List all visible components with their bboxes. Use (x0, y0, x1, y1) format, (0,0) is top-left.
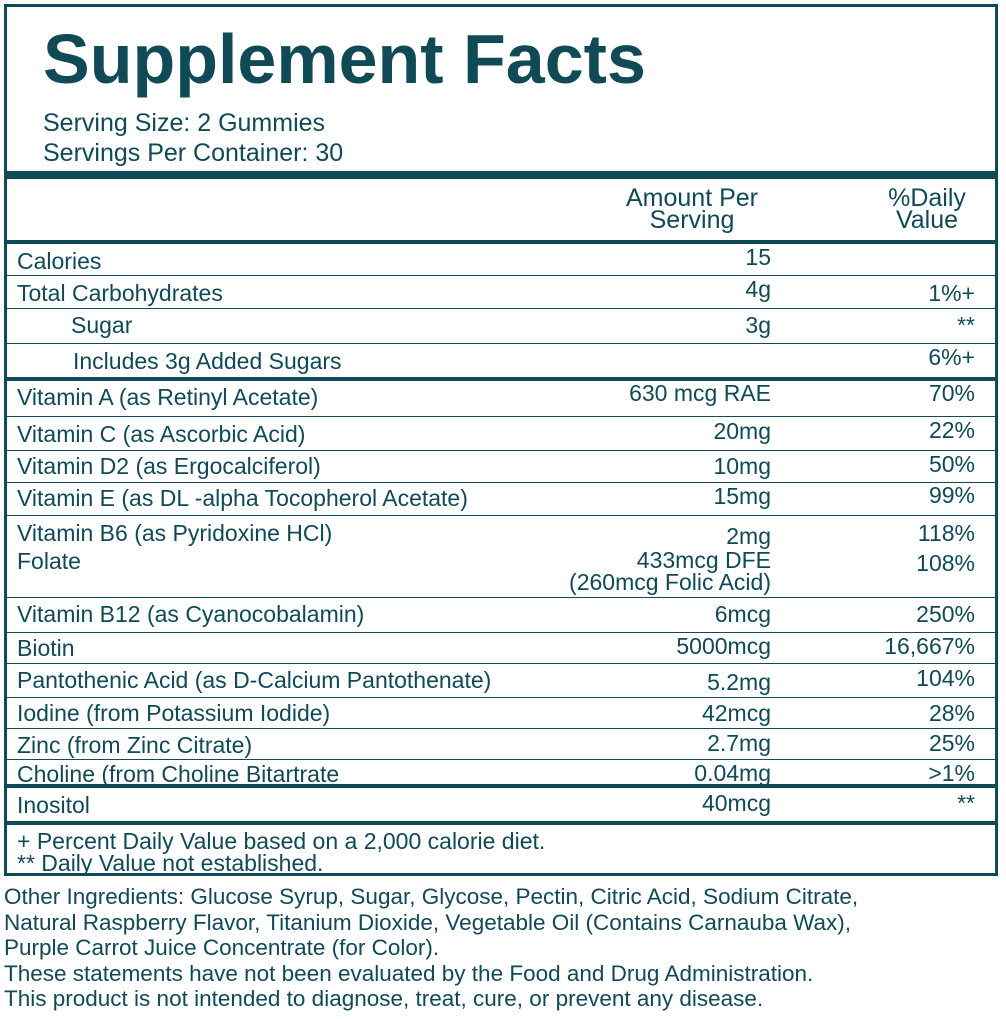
fda-disclaimer-2: This product is not intended to diagnose… (4, 986, 764, 1011)
row-divider (7, 482, 995, 483)
row-divider (7, 632, 995, 633)
divider-header (7, 240, 995, 244)
daily-value-header: %Daily Value (888, 184, 966, 234)
footnote-percent-daily-value: + Percent Daily Value based on a 2,000 c… (17, 828, 546, 854)
row-divider (7, 308, 995, 309)
amount-per-serving-header: Amount Per Serving (625, 184, 758, 234)
divider-section (7, 377, 995, 381)
row-divider (7, 663, 995, 664)
row-divider (7, 759, 995, 760)
supplement-facts-panel: Supplement Facts Serving Size: 2 Gummies… (4, 4, 998, 876)
divider-footnotes (7, 821, 995, 825)
divider-section (7, 784, 995, 788)
row-divider (7, 275, 995, 276)
fda-disclaimer-1: These statements have not been evaluated… (4, 960, 814, 986)
row-divider (7, 597, 995, 598)
panel-title: Supplement Facts (43, 20, 646, 98)
row-divider (7, 728, 995, 729)
other-ingredients: Other Ingredients: Glucose Syrup, Sugar,… (4, 884, 859, 960)
row-divider (7, 343, 995, 344)
serving-size: Serving Size: 2 Gummies (43, 109, 326, 137)
row-divider (7, 450, 995, 451)
footnote-daily-value-not-established: ** Daily Value not established. (17, 850, 324, 876)
servings-per-container: Servings Per Container: 30 (43, 139, 344, 167)
divider-thick (7, 171, 995, 179)
row-divider (7, 416, 995, 417)
ingredients-and-disclaimer: Other Ingredients: Glucose Syrup, Sugar,… (4, 884, 1004, 1012)
row-divider (7, 697, 995, 698)
row-divider (7, 515, 995, 516)
